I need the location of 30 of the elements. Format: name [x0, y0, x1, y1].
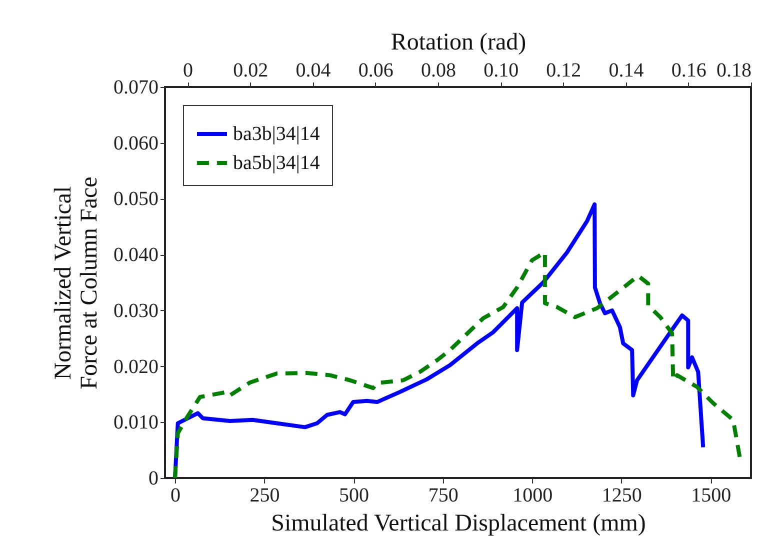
x2-tick-label: 0.02 — [233, 60, 268, 82]
x-tick-label: 250 — [250, 484, 280, 506]
x2-tick-label: 0.14 — [608, 60, 644, 82]
x-tick-label: 1000 — [512, 484, 553, 506]
y-tick-label: 0.030 — [114, 300, 158, 322]
y-tick-label: 0.070 — [114, 76, 158, 98]
x2-tick-label: 0.16 — [671, 60, 706, 82]
y-axis-title: Normalized Vertical Force at Column Face — [50, 176, 102, 390]
y-tick-label: 0.010 — [114, 412, 158, 434]
x2-tick-label: 0.06 — [358, 60, 394, 82]
x2-tick-label: 0.12 — [546, 60, 582, 82]
legend-label: ba3b|34|14 — [233, 123, 320, 145]
x2-tick-label: 0.08 — [420, 60, 456, 82]
x-tick-label: 1250 — [602, 484, 642, 506]
x2-axis-title: Rotation (rad) — [390, 30, 526, 56]
x-tick-label: 500 — [339, 484, 370, 506]
x-tick-label: 0 — [170, 484, 180, 506]
x2-tick-label: 0.04 — [296, 60, 331, 82]
legend-label: ba5b|34|14 — [233, 152, 320, 174]
x2-tick-label: 0.18 — [716, 60, 752, 82]
x2-tick-label: 0 — [183, 60, 194, 82]
y-tick-label: 0.040 — [114, 244, 158, 266]
x-tick-label: 750 — [428, 484, 458, 506]
x-axis-title: Simulated Vertical Displacement (mm) — [271, 510, 646, 536]
y-tick-label: 0.050 — [114, 188, 158, 210]
y-tick-label: 0.020 — [114, 356, 158, 378]
x-tick-label: 1500 — [691, 484, 732, 506]
y-tick-label: 0.060 — [114, 132, 158, 154]
y-tick-label: 0 — [148, 468, 158, 490]
x2-tick-label: 0.10 — [484, 60, 519, 82]
